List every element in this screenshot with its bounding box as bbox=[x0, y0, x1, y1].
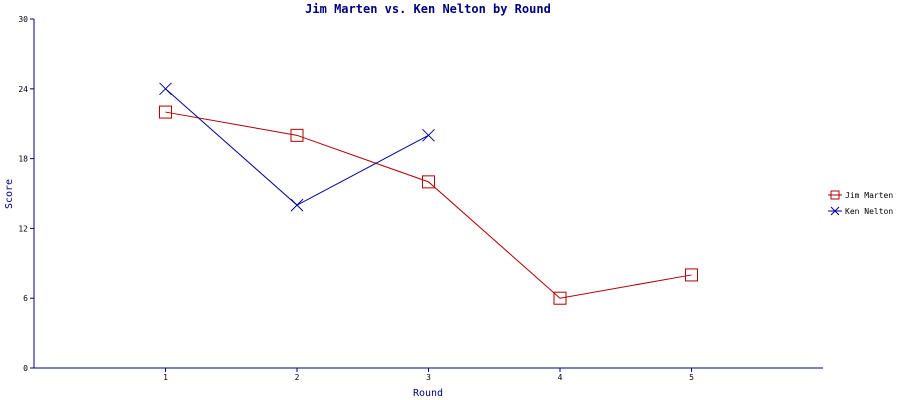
y-tick-label: 24 bbox=[18, 85, 28, 94]
x-axis-title: Round bbox=[413, 388, 443, 399]
data-point-ken-nelton bbox=[422, 128, 435, 142]
data-point-jim-marten bbox=[553, 291, 567, 305]
x-tick-label: 4 bbox=[558, 373, 563, 382]
legend-marker-jim-marten bbox=[830, 190, 840, 200]
series-line-ken-nelton bbox=[165, 88, 429, 206]
legend-marker-ken-nelton bbox=[830, 206, 840, 216]
y-axis-ticks: 0 6 12 18 24 30 bbox=[18, 15, 34, 373]
y-tick-label: 18 bbox=[18, 155, 28, 164]
y-tick-label: 6 bbox=[23, 294, 28, 303]
x-tick-label: 5 bbox=[689, 373, 694, 382]
x-axis-ticks: 1 2 3 4 5 bbox=[163, 368, 694, 382]
legend-label-jim-marten: Jim Marten bbox=[845, 191, 893, 200]
legend: Jim Marten Ken Nelton bbox=[828, 190, 893, 216]
x-tick-label: 2 bbox=[295, 373, 300, 382]
data-point-jim-marten bbox=[159, 105, 172, 119]
chart-title: Jim Marten vs. Ken Nelton by Round bbox=[305, 2, 551, 16]
legend-label-ken-nelton: Ken Nelton bbox=[845, 207, 893, 216]
data-point-jim-marten bbox=[422, 175, 435, 189]
data-point-jim-marten bbox=[685, 268, 698, 282]
data-point-jim-marten bbox=[290, 128, 304, 142]
series-line-jim-marten bbox=[165, 111, 692, 299]
data-point-ken-nelton bbox=[159, 82, 172, 96]
y-tick-label: 0 bbox=[23, 364, 28, 373]
y-tick-label: 12 bbox=[18, 224, 28, 233]
data-point-ken-nelton bbox=[290, 198, 304, 212]
series-markers bbox=[159, 82, 698, 305]
x-tick-label: 1 bbox=[163, 373, 168, 382]
y-axis-title: Score bbox=[4, 179, 15, 209]
x-tick-label: 3 bbox=[426, 373, 431, 382]
series-lines bbox=[165, 88, 692, 299]
y-tick-label: 30 bbox=[18, 15, 28, 24]
